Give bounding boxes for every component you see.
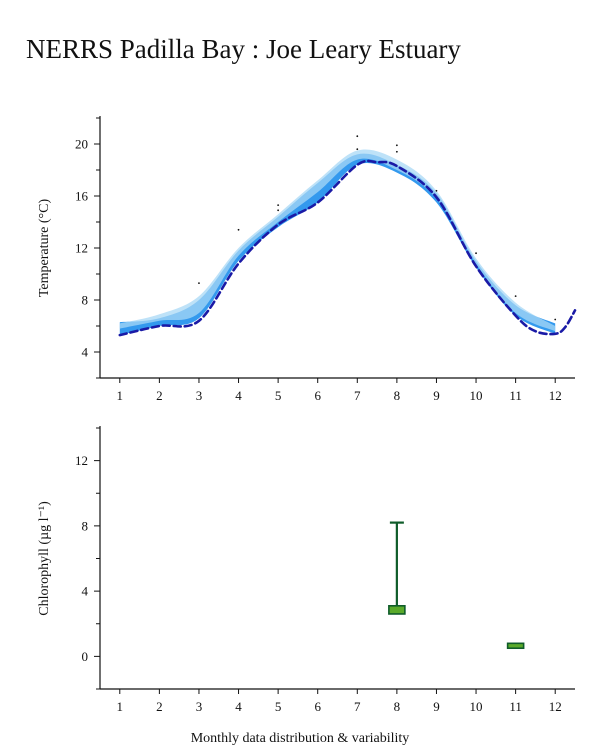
x-tick-label: 5 bbox=[275, 388, 282, 403]
y-tick-label: 8 bbox=[82, 518, 89, 533]
y-tick-label: 0 bbox=[82, 649, 89, 664]
x-tick-label: 6 bbox=[314, 699, 321, 714]
y-tick-label: 4 bbox=[82, 345, 89, 360]
x-tick-label: 3 bbox=[196, 388, 203, 403]
x-tick-label: 4 bbox=[235, 699, 242, 714]
x-tick-label: 2 bbox=[156, 699, 163, 714]
x-axis-caption: Monthly data distribution & variability bbox=[190, 731, 410, 746]
page-title: NERRS Padilla Bay : Joe Leary Estuary bbox=[26, 34, 461, 64]
outlier-point bbox=[356, 135, 359, 138]
y-tick-label: 12 bbox=[75, 241, 88, 256]
x-tick-label: 1 bbox=[117, 699, 124, 714]
x-tick-label: 11 bbox=[509, 388, 522, 403]
x-tick-label: 10 bbox=[470, 388, 483, 403]
x-tick-label: 8 bbox=[394, 699, 401, 714]
y-tick-label: 20 bbox=[75, 137, 88, 152]
x-tick-label: 1 bbox=[117, 388, 124, 403]
box-month-8 bbox=[388, 605, 406, 615]
temperature-median-line bbox=[118, 159, 577, 337]
outlier-point bbox=[554, 318, 557, 321]
outlier-point bbox=[475, 252, 477, 255]
x-tick-label: 3 bbox=[196, 699, 203, 714]
y-axis-title: Chlorophyll (µg l⁻¹) bbox=[37, 501, 52, 616]
y-tick-label: 4 bbox=[82, 584, 89, 599]
x-tick-label: 5 bbox=[275, 699, 282, 714]
outlier-point bbox=[237, 228, 240, 231]
y-tick-label: 12 bbox=[75, 453, 88, 468]
x-tick-label: 12 bbox=[549, 388, 562, 403]
outlier-point bbox=[198, 282, 200, 284]
outlier-point bbox=[514, 295, 517, 297]
x-tick-label: 6 bbox=[314, 388, 321, 403]
x-tick-label: 4 bbox=[235, 388, 242, 403]
x-tick-label: 11 bbox=[509, 699, 522, 714]
outlier-point bbox=[277, 209, 280, 212]
x-tick-label: 7 bbox=[354, 388, 361, 403]
temperature-band-light bbox=[119, 149, 556, 332]
x-tick-label: 9 bbox=[433, 699, 440, 714]
outlier-point bbox=[277, 204, 280, 207]
y-tick-label: 16 bbox=[75, 189, 89, 204]
box-month-11 bbox=[506, 642, 525, 650]
outlier-point bbox=[395, 150, 398, 153]
y-axis-title: Temperature (°C) bbox=[37, 199, 52, 298]
x-tick-label: 10 bbox=[470, 699, 483, 714]
outlier-point bbox=[395, 144, 398, 147]
x-tick-label: 2 bbox=[156, 388, 163, 403]
x-tick-label: 8 bbox=[394, 388, 401, 403]
x-tick-label: 12 bbox=[549, 699, 562, 714]
outlier-point bbox=[435, 189, 438, 192]
x-tick-label: 7 bbox=[354, 699, 361, 714]
x-tick-label: 9 bbox=[433, 388, 440, 403]
y-tick-label: 8 bbox=[82, 293, 89, 308]
outlier-point bbox=[356, 148, 359, 151]
